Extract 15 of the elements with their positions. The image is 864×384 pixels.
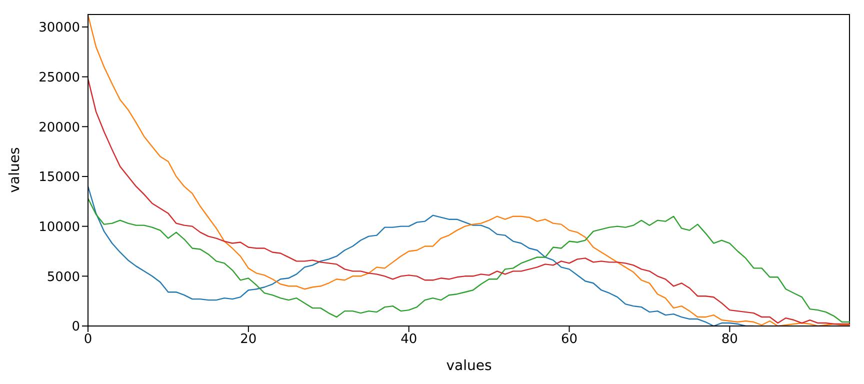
x-tick-label: 20 xyxy=(240,332,257,348)
y-tick-label: 15000 xyxy=(38,170,80,186)
x-tick-label: 40 xyxy=(400,332,418,348)
y-tick-label: 0 xyxy=(72,320,80,335)
line-series xyxy=(88,198,850,323)
x-tick-label: 60 xyxy=(560,332,578,348)
y-tick-label: 30000 xyxy=(38,20,80,36)
y-tick-label: 25000 xyxy=(38,70,80,86)
y-tick-label: 5000 xyxy=(46,270,80,285)
x-axis-title: values xyxy=(446,358,492,374)
x-tick-label: 0 xyxy=(84,332,92,348)
y-axis-title: values xyxy=(6,147,23,193)
x-tick-label: 80 xyxy=(721,332,738,348)
y-tick-label: 10000 xyxy=(38,220,80,235)
y-tick-label: 20000 xyxy=(38,120,80,136)
